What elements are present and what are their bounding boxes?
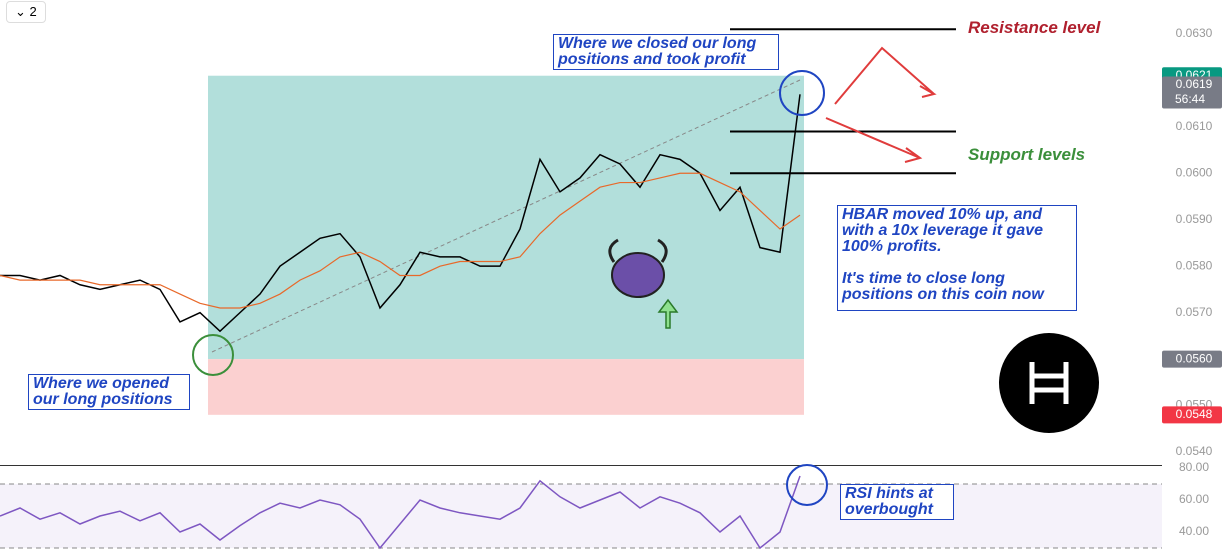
y-tick-label: 0.0600 xyxy=(1176,165,1213,179)
countdown: 56:44 xyxy=(1175,92,1205,106)
series-line xyxy=(0,172,801,309)
bull-icon xyxy=(611,252,665,298)
highlight xyxy=(192,334,234,376)
trend-line xyxy=(211,79,801,353)
up-arrow xyxy=(657,298,679,329)
arrow xyxy=(834,46,937,105)
rsi-band xyxy=(0,484,1162,548)
price-label-box xyxy=(1162,350,1222,368)
highlight xyxy=(786,464,828,506)
y-tick-label: 0.0540 xyxy=(1176,444,1213,458)
interval-toggle[interactable]: ⌄ 2 xyxy=(6,1,46,23)
y-tick-label: 60.00 xyxy=(1179,492,1209,506)
annotation: RSI hints at overbought xyxy=(840,484,954,520)
annotation-text: HBAR moved 10% up, and with a 10x levera… xyxy=(842,206,1043,255)
y-tick-label: 40.00 xyxy=(1179,524,1209,538)
y-tick-label: 0.0570 xyxy=(1176,305,1213,319)
annotation: Where we closed our long positions and t… xyxy=(553,34,779,70)
y-tick-label: 0.0610 xyxy=(1176,119,1213,133)
annotation: HBAR moved 10% up, and with a 10x levera… xyxy=(837,205,1077,311)
coin-logo-mark xyxy=(1029,362,1069,404)
price-label: 0.0548 xyxy=(1176,407,1213,421)
bull-horns xyxy=(608,238,668,263)
toolbar-label: 2 xyxy=(29,4,37,19)
stop-zone xyxy=(208,359,804,415)
annotation-text: It's time to close long positions on thi… xyxy=(842,270,1044,303)
y-tick-label: 0.0630 xyxy=(1176,26,1213,40)
y-tick-label: 80.00 xyxy=(1179,460,1209,474)
support-label: Support levels xyxy=(968,145,1086,164)
y-tick-label: 0.0590 xyxy=(1176,212,1213,226)
series-line xyxy=(0,475,801,550)
price-label-box xyxy=(1162,76,1222,109)
price-label: 0.0619 xyxy=(1176,77,1213,91)
coin-logo xyxy=(999,333,1099,433)
profit-zone xyxy=(208,75,804,360)
arrow xyxy=(825,117,923,163)
highlight xyxy=(779,70,825,116)
y-tick-label: 0.0580 xyxy=(1176,258,1213,272)
price-label: 0.0560 xyxy=(1176,351,1213,365)
series-line xyxy=(0,94,801,333)
annotation: Where we opened our long positions xyxy=(28,374,190,410)
resistance-label: Resistance level xyxy=(968,18,1101,37)
price-label-box xyxy=(1162,406,1222,424)
